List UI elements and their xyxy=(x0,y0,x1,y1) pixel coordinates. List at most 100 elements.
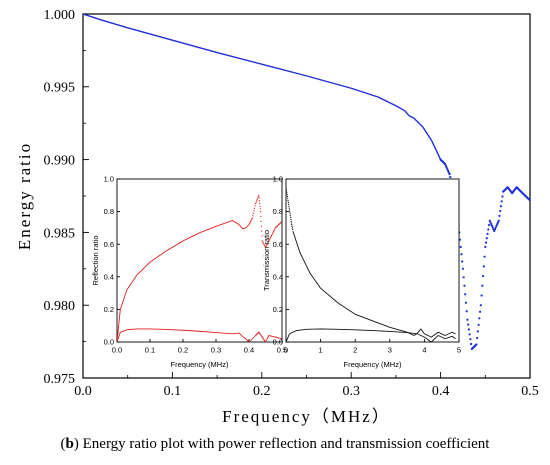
series-dot xyxy=(446,167,449,171)
series-dot xyxy=(280,221,282,223)
series-dot xyxy=(478,317,481,320)
y-tick-label: 0.4 xyxy=(273,272,283,281)
series-dot xyxy=(467,323,470,326)
series-dot xyxy=(465,310,468,313)
series-dot xyxy=(270,335,272,337)
caption-letter: b xyxy=(65,436,74,452)
x-tick-label: 0.4 xyxy=(432,384,450,399)
series-dot xyxy=(464,301,468,304)
x-tick-label: 2 xyxy=(353,346,357,355)
series-dot xyxy=(287,199,289,202)
series-dot xyxy=(447,171,450,174)
series-dot xyxy=(265,340,267,342)
series-dot xyxy=(257,197,259,199)
series-dot xyxy=(249,340,251,342)
series-dot xyxy=(475,343,478,346)
series-dot xyxy=(274,336,276,338)
series-dot xyxy=(261,230,263,232)
x-tick-label: 0.5 xyxy=(521,384,539,399)
series-dot xyxy=(462,276,465,279)
series-dot xyxy=(528,198,530,201)
series-dot xyxy=(470,342,473,346)
series-dot xyxy=(466,318,469,321)
x-tick-label: 0.3 xyxy=(211,346,221,355)
y-tick-label: 0.990 xyxy=(44,154,76,169)
y-tick-label: 1.0 xyxy=(104,175,114,184)
series-dot xyxy=(286,190,288,192)
series-dot xyxy=(258,194,260,196)
y-tick-label: 0.995 xyxy=(44,81,76,96)
y-tick-label: 0.985 xyxy=(44,226,76,241)
chart-inset-reflection: 0.0 0.1 0.2 0.3 0.4 0.50.00.20.40.60.81.0Freq… xyxy=(91,175,287,369)
series-dot xyxy=(288,205,290,207)
y-axis-label: Reflection ratio xyxy=(91,235,100,285)
series-dot xyxy=(476,336,479,340)
series-dot xyxy=(445,166,448,169)
series-dot xyxy=(491,226,494,229)
series-dot xyxy=(268,239,270,241)
series-dot xyxy=(481,284,484,287)
series-dot xyxy=(280,337,282,340)
y-tick-label: 0.6 xyxy=(104,240,114,249)
y-tick-label: 0.0 xyxy=(273,338,283,347)
series-dot xyxy=(493,229,496,233)
series-dot xyxy=(289,213,291,215)
series-dot xyxy=(499,209,502,213)
series-dot xyxy=(460,253,463,256)
series-group xyxy=(286,186,456,342)
series-dot xyxy=(290,216,292,219)
series-dot xyxy=(260,215,262,218)
series-dot xyxy=(271,335,273,337)
series-dot xyxy=(253,335,256,338)
series-dot xyxy=(277,337,279,339)
series-dot xyxy=(488,219,491,222)
series-dot xyxy=(267,242,269,244)
series-dot xyxy=(290,220,292,222)
series-dot xyxy=(479,304,482,307)
series-line xyxy=(117,217,253,342)
y-axis-label: Transmission ratio xyxy=(262,230,271,291)
series-dot xyxy=(286,188,287,190)
series-dot xyxy=(498,214,501,217)
series-dot xyxy=(272,231,274,233)
series-line xyxy=(83,14,442,160)
y-tick-label: 0.4 xyxy=(104,272,114,281)
series-dot xyxy=(481,274,485,278)
y-tick-label: 0.6 xyxy=(273,240,283,249)
series-dot xyxy=(272,232,274,234)
y-tick-label: 1.000 xyxy=(44,8,76,23)
series-dot xyxy=(267,337,269,339)
series-dot xyxy=(269,237,272,239)
x-tick-label: 0.1 xyxy=(145,346,155,355)
series-dot xyxy=(497,219,500,222)
x-tick-label: 4 xyxy=(422,346,426,355)
series-dot xyxy=(252,215,254,217)
series-dot xyxy=(286,196,289,198)
series-dot xyxy=(269,335,271,337)
series-dot xyxy=(484,245,487,249)
x-tick-label: 0 xyxy=(284,346,288,355)
series-dot xyxy=(251,338,253,340)
series-dot xyxy=(274,228,276,230)
series-dot xyxy=(482,265,485,268)
series-dot xyxy=(267,241,269,243)
series-line xyxy=(286,328,456,342)
series-dot xyxy=(477,323,480,326)
series-dot xyxy=(260,220,262,222)
series-dot xyxy=(467,328,471,331)
series-dot xyxy=(273,230,275,232)
series-dot xyxy=(273,336,275,338)
figure-caption: (b) Energy ratio plot with power reflect… xyxy=(60,436,490,452)
series-dot xyxy=(494,226,497,229)
series-dot xyxy=(250,339,252,341)
x-axis-label: Frequency（MHz） xyxy=(222,407,391,426)
y-tick-label: 1.0 xyxy=(273,175,283,184)
series-dot xyxy=(252,212,254,214)
x-tick-label: 0.3 xyxy=(342,384,360,399)
chart-inset-transmission: 0 1 2 3 4 5 0.0 0.2 0.4 0.6 0.8 1.0 Frequency (MHz) T… xyxy=(262,175,461,369)
series-dot xyxy=(256,200,258,202)
series-dot xyxy=(275,336,278,338)
series-dot xyxy=(490,224,494,227)
x-axis-label: Frequency (MHz) xyxy=(171,360,229,369)
series-dot xyxy=(251,217,253,219)
